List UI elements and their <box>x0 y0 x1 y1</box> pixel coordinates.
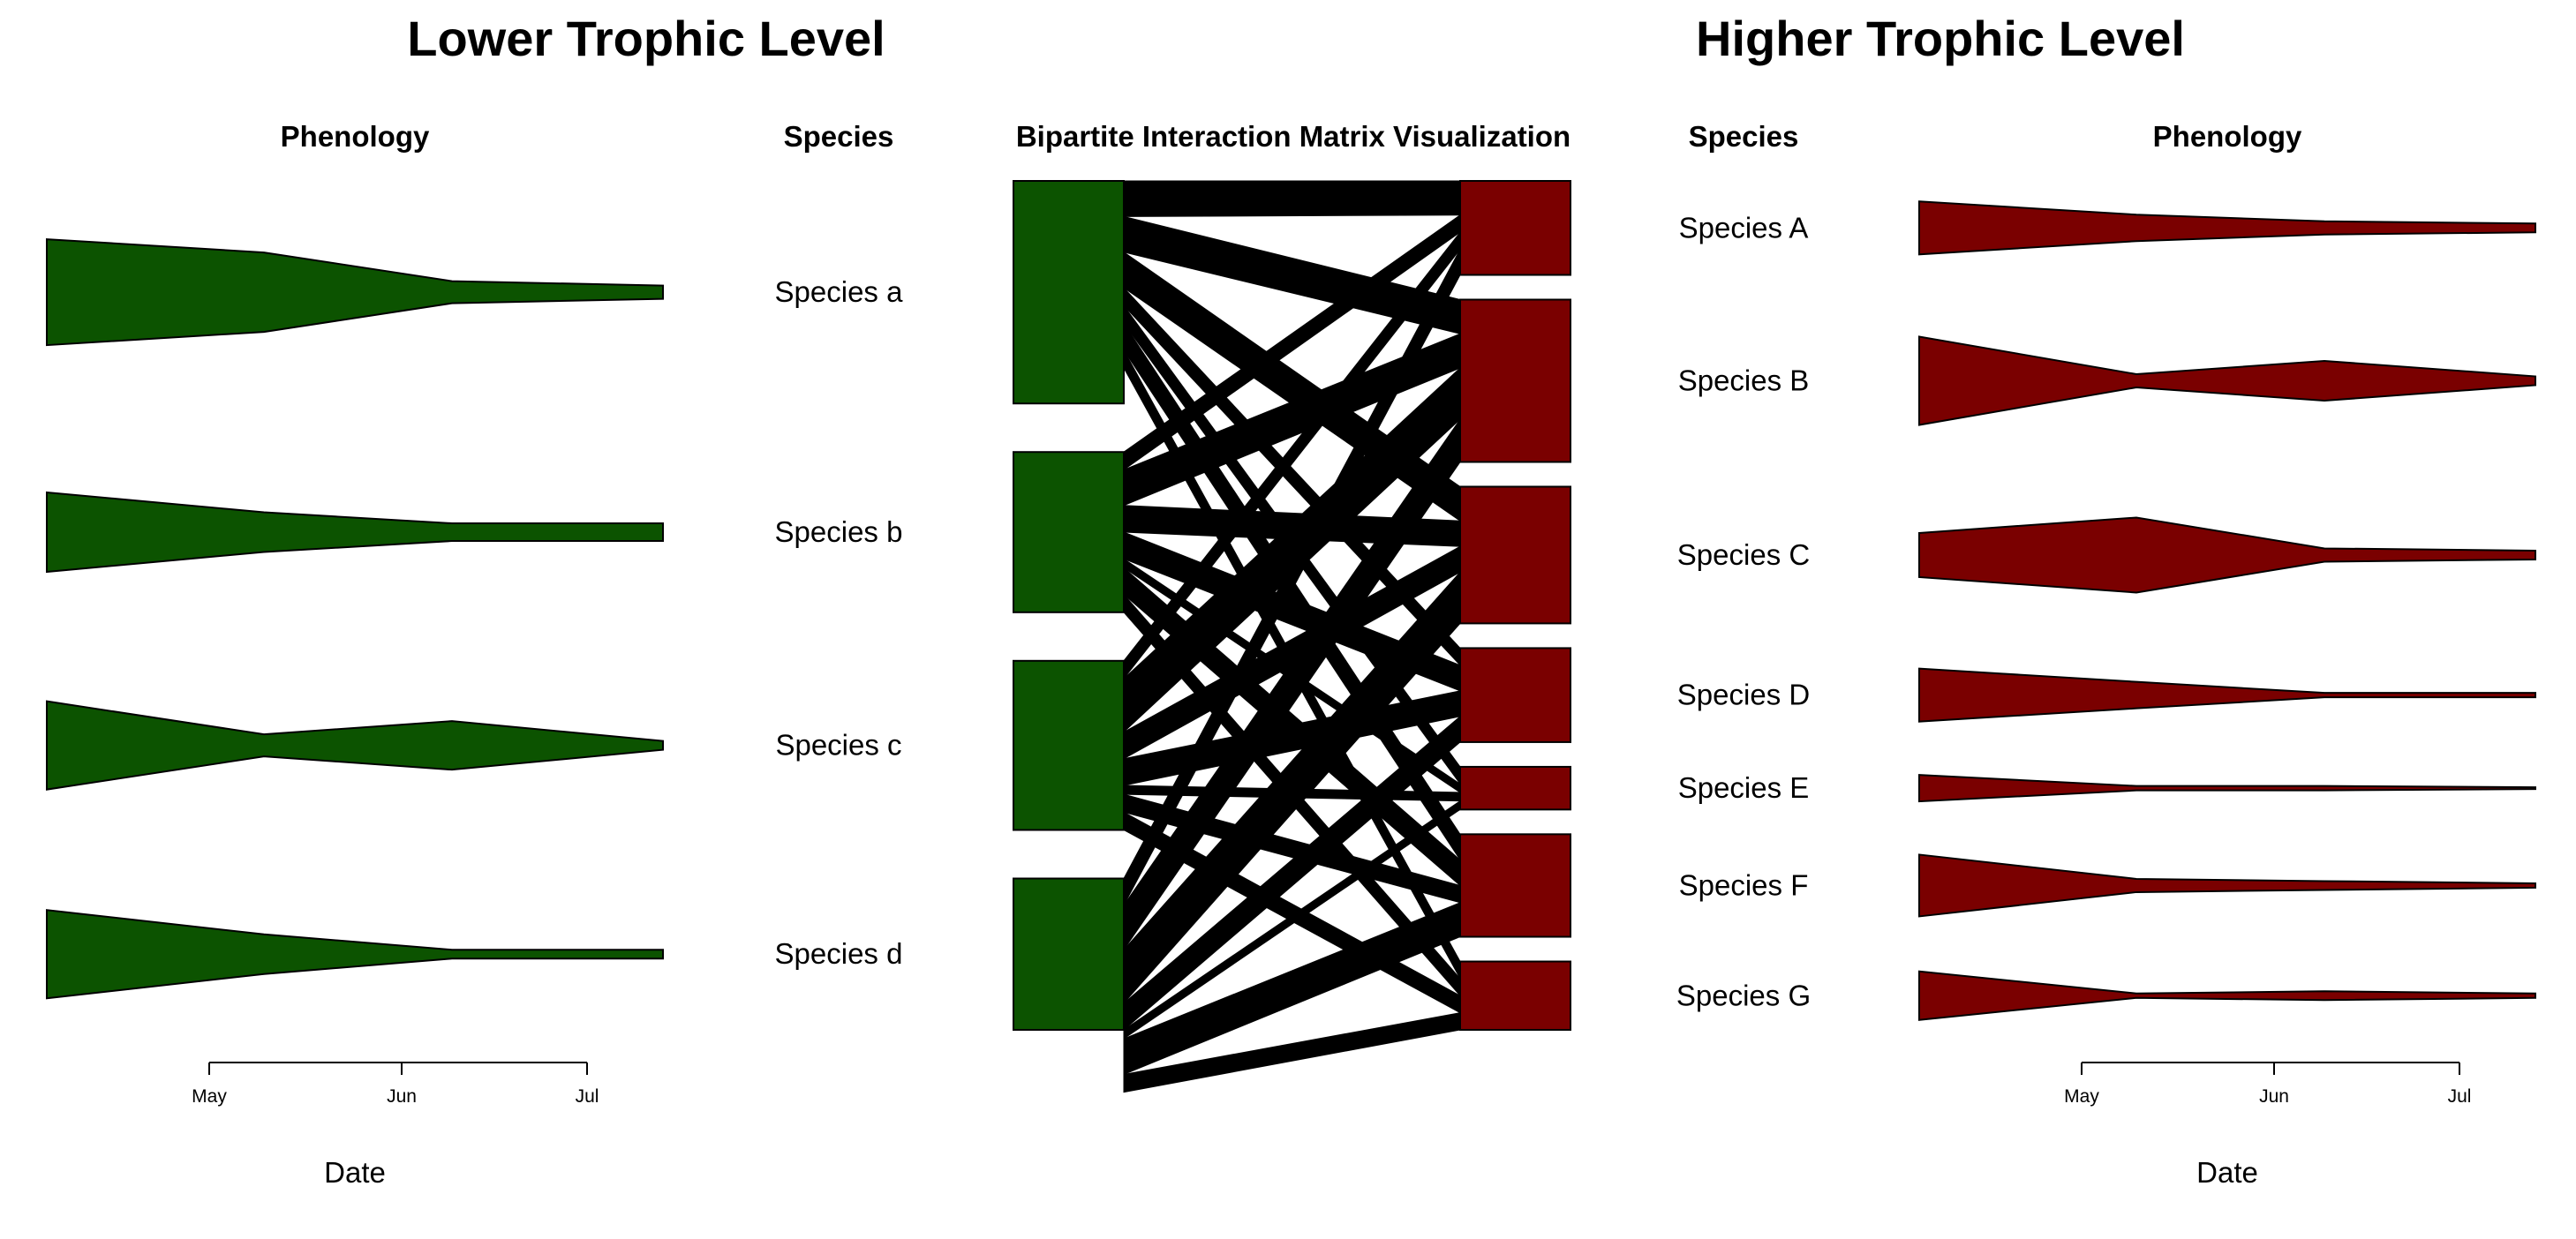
lower-species-label-species-a: Species a <box>775 275 904 308</box>
date-axis-left-title: Date <box>324 1156 386 1189</box>
higher-phenology-species-a <box>1918 200 2536 256</box>
higher-box-species-d <box>1459 647 1571 743</box>
higher-species-label-species-a: Species A <box>1679 211 1809 244</box>
higher-phenology-species-e <box>1918 774 2536 803</box>
higher-phenology-species-d <box>1918 667 2536 723</box>
higher-phenology-species-g <box>1918 970 2536 1021</box>
higher-box-species-c <box>1459 485 1571 625</box>
date-tick-label-left-jun: Jun <box>387 1086 417 1107</box>
higher-species-label-species-d: Species D <box>1677 679 1810 711</box>
higher-box-species-f <box>1459 833 1571 938</box>
lower-trophic-title: Lower Trophic Level <box>407 11 885 66</box>
phenology-right-title: Phenology <box>2153 120 2302 153</box>
higher-box-species-a <box>1459 180 1571 276</box>
species-left-title: Species <box>784 120 894 153</box>
lower-species-label-species-c: Species c <box>775 729 901 762</box>
lower-species-label-species-d: Species d <box>775 937 903 970</box>
lower-species-labels: Species a Species b Species c Species d <box>775 275 904 970</box>
date-axis-right: May Jun Jul <box>2064 1062 2472 1107</box>
lower-phenology-species-c <box>46 700 664 791</box>
lower-phenology-species-b <box>46 491 664 574</box>
higher-species-label-species-b: Species B <box>1678 364 1810 397</box>
date-tick-label-right-jun: Jun <box>2259 1086 2289 1107</box>
lower-box-species-b <box>1013 451 1125 613</box>
lower-box-species-c <box>1013 659 1125 831</box>
higher-box-species-e <box>1459 765 1571 811</box>
lower-box-species-d <box>1013 877 1125 1031</box>
date-tick-label-left-jul: Jul <box>576 1086 599 1107</box>
higher-trophic-title: Higher Trophic Level <box>1696 11 2185 66</box>
higher-phenology-species-c <box>1918 516 2536 594</box>
lower-species-label-species-b: Species b <box>775 515 903 548</box>
phenology-left-title: Phenology <box>281 120 430 153</box>
species-boxes <box>1013 180 1571 1032</box>
date-axis-left: May Jun Jul <box>192 1062 599 1107</box>
higher-box-species-g <box>1459 960 1571 1032</box>
date-tick-label-left-may: May <box>192 1086 227 1107</box>
higher-phenology-species-f <box>1918 853 2536 918</box>
higher-species-labels: Species A Species B Species C Species D Spec… <box>1676 211 1811 1011</box>
higher-species-label-species-g: Species G <box>1676 979 1811 1011</box>
higher-species-label-species-f: Species F <box>1679 868 1809 901</box>
higher-phenology-species-b <box>1918 335 2536 426</box>
link-species-a-to-species-a <box>1123 180 1461 217</box>
lower-phenology-shapes <box>46 238 664 1000</box>
higher-box-species-b <box>1459 298 1571 463</box>
higher-species-label-species-e: Species E <box>1678 771 1810 804</box>
date-axis-right-title: Date <box>2196 1156 2258 1189</box>
lower-phenology-species-d <box>46 909 664 1000</box>
interaction-links <box>1123 180 1461 1093</box>
higher-species-label-species-c: Species C <box>1677 538 1810 571</box>
higher-phenology-shapes <box>1918 200 2536 1021</box>
species-right-title: Species <box>1689 120 1799 153</box>
lower-box-species-a <box>1013 180 1125 405</box>
date-tick-label-right-may: May <box>2064 1086 2099 1107</box>
lower-phenology-species-a <box>46 238 664 347</box>
matrix-title: Bipartite Interaction Matrix Visualizati… <box>1016 120 1570 153</box>
date-tick-label-right-jul: Jul <box>2448 1086 2472 1107</box>
